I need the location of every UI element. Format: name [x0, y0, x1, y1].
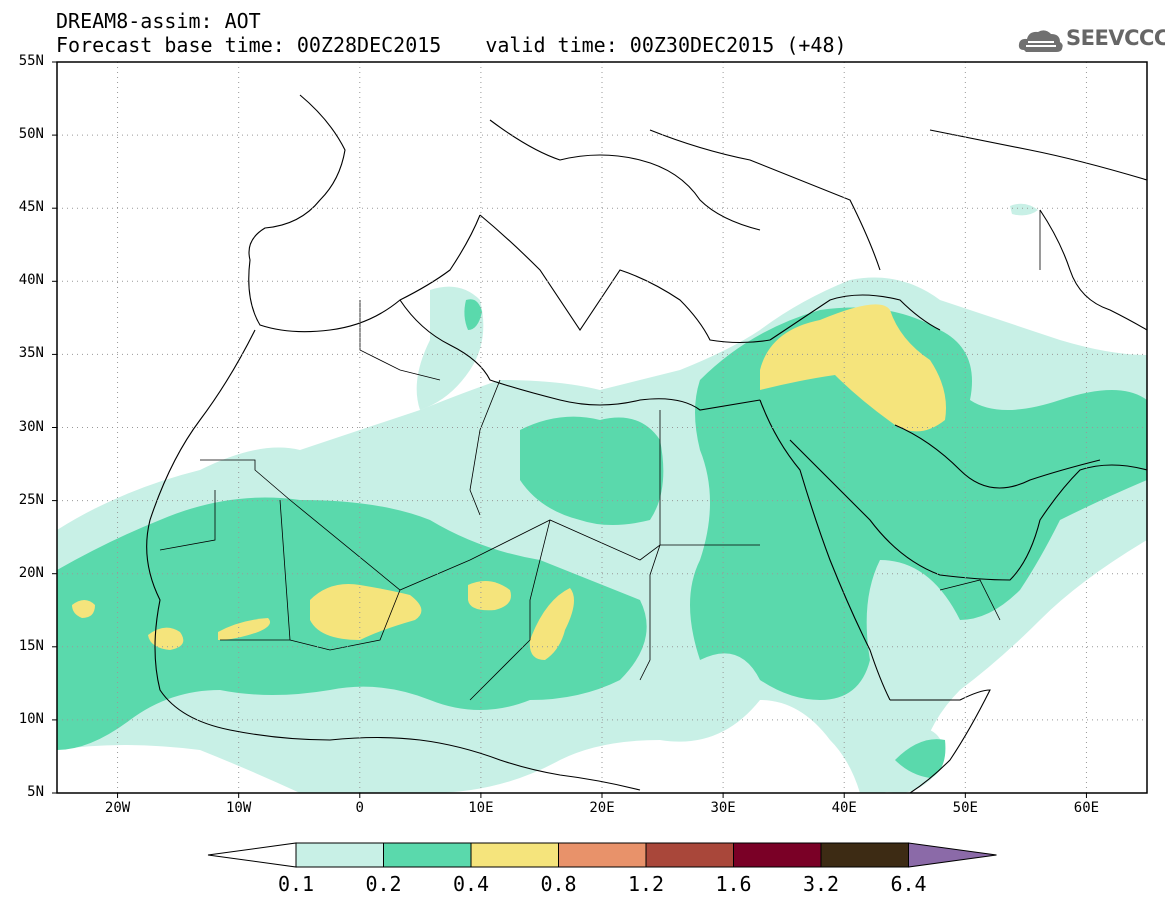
colorbar-cell: [820, 842, 909, 868]
borders: [159, 210, 1041, 701]
lon-tick-label: 40E: [831, 800, 857, 816]
lat-tick-label: 55N: [18, 53, 44, 69]
colorbar-label: 3.2: [802, 872, 840, 896]
lon-tick-label: 60E: [1073, 800, 1100, 816]
colorbar-low-arrow: [207, 842, 297, 868]
colorbar-cell: [733, 842, 822, 868]
colorbar-label: 1.6: [715, 872, 752, 896]
lat-tick-label: 25N: [18, 491, 44, 508]
base-time: Forecast base time: 00Z28DEC2015: [56, 33, 442, 57]
colorbar-cell: [645, 842, 734, 868]
colorbar-cell: [295, 842, 384, 868]
logo-text: SEEVCCC: [1066, 26, 1165, 50]
lon-tick-label: 50E: [952, 800, 978, 816]
colorbar-high-arrow: [908, 842, 997, 868]
lat-tick-label: 50N: [18, 126, 44, 143]
lat-tick-label: 30N: [18, 418, 44, 435]
aot-band-0.4: [72, 304, 946, 660]
grid-lines: [57, 62, 1147, 793]
valid-time: valid time: 00Z30DEC2015 (+48): [485, 33, 847, 57]
colorbar-cell: [558, 842, 647, 868]
colorbar-cell: [470, 842, 559, 868]
colorbar-label: 0.4: [452, 872, 490, 896]
forecast-times: Forecast base time: 00Z28DEC2015 valid ti…: [56, 34, 847, 56]
colorbar-cell: [383, 842, 472, 868]
coastlines: [146, 94, 1147, 793]
colorbar-label: 0.1: [277, 872, 315, 896]
colorbar-label: 6.4: [890, 872, 927, 896]
lon-tick-label: 10E: [468, 800, 494, 816]
lon-tick-label: 10W: [226, 800, 252, 816]
lon-tick-label: 20E: [589, 800, 615, 816]
lat-tick-label: 40N: [18, 272, 44, 289]
lat-tick-label: 45N: [18, 199, 44, 216]
colorbar-label: 0.2: [365, 872, 402, 896]
product-title: DREAM8-assim: AOT: [56, 9, 261, 33]
cloud-icon: [1018, 30, 1063, 52]
lat-tick-label: 35N: [18, 345, 44, 362]
lon-tick-label: 20W: [104, 800, 131, 816]
lat-tick-label: 10N: [18, 710, 44, 727]
lat-tick-label: 15N: [18, 637, 44, 654]
lat-tick-label: 20N: [18, 564, 44, 581]
lon-tick-label: 30E: [710, 800, 736, 816]
colorbar-label: 0.8: [540, 872, 577, 896]
lat-tick-label: 5N: [27, 784, 44, 800]
lon-tick-label: 0: [355, 800, 364, 816]
colorbar-label: 1.2: [627, 872, 665, 896]
